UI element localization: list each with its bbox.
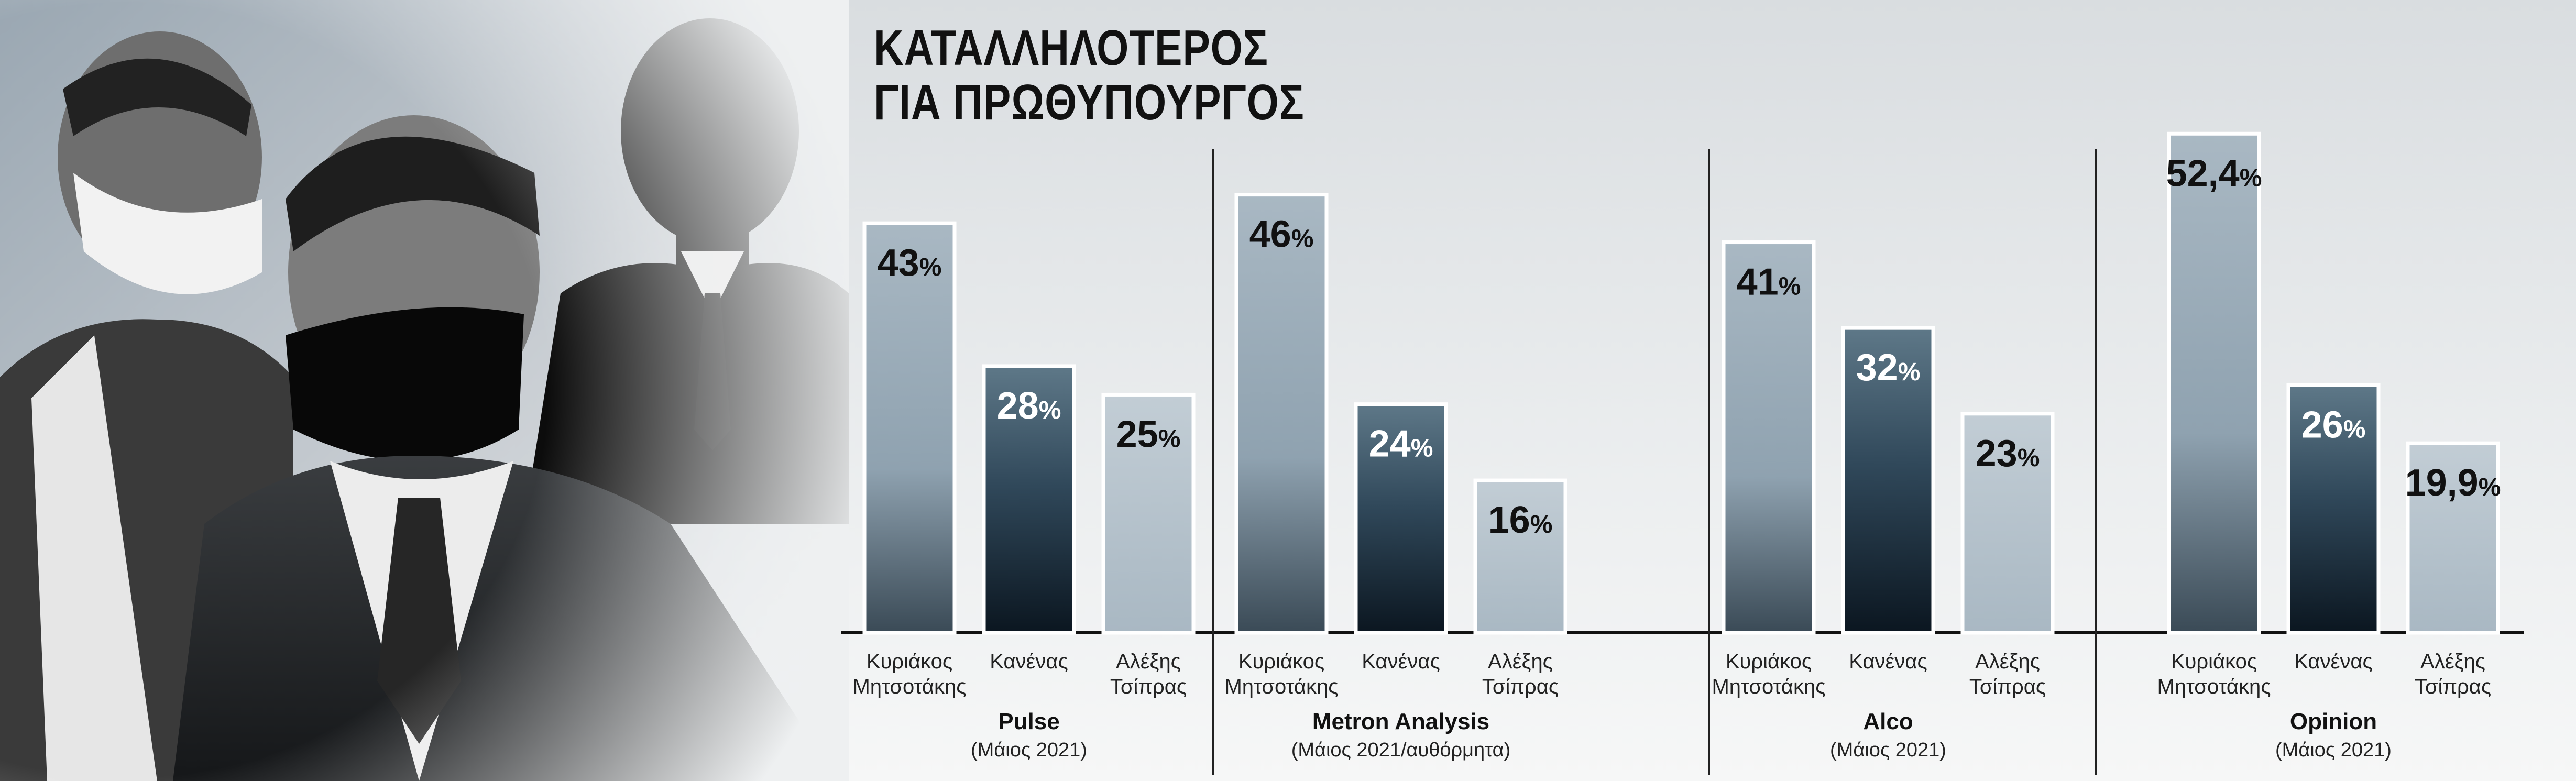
- chart-title: ΚΑΤΑΛΛΗΛΟΤΕΡΟΣ ΓΙΑ ΠΡΩΘΥΠΟΥΡΓΟΣ: [874, 21, 1305, 130]
- bar: [1960, 412, 2055, 635]
- category-label: Αλέξης: [1975, 650, 2040, 673]
- data-label: 43%: [878, 242, 942, 284]
- category-label: Κανένας: [1849, 650, 1927, 673]
- data-label-value: 26: [2301, 404, 2343, 446]
- data-label-unit: %: [919, 254, 942, 281]
- title-line-1: ΚΑΤΑΛΛΗΛΟΤΕΡΟΣ: [874, 20, 1268, 76]
- data-label-unit: %: [1779, 273, 1801, 301]
- category-label: Τσίπρας: [1110, 675, 1187, 698]
- data-label: 28%: [997, 385, 1061, 427]
- data-label-unit: %: [2479, 474, 2501, 501]
- data-label-value: 32: [1856, 347, 1898, 389]
- category-label: Κυριάκος: [867, 650, 952, 673]
- data-label-unit: %: [1530, 511, 1553, 538]
- poll-date: (Μάιος 2021): [971, 739, 1087, 761]
- poll-date: (Μάιος 2021): [1830, 739, 1946, 761]
- data-label-unit: %: [2240, 164, 2262, 192]
- category-label: Μητσοτάκης: [2157, 675, 2271, 698]
- category-label: Κυριάκος: [2171, 650, 2257, 673]
- category-label: Μητσοτάκης: [1224, 675, 1338, 698]
- data-label-value: 41: [1737, 261, 1779, 303]
- pollster-name: Pulse: [998, 709, 1059, 734]
- bar: [1722, 240, 1816, 635]
- poll-date: (Μάιος 2021): [2275, 739, 2392, 761]
- data-label-value: 24: [1369, 423, 1411, 465]
- bar: [2286, 383, 2381, 635]
- bar: [1101, 392, 1196, 635]
- data-label-value: 28: [997, 385, 1039, 427]
- data-label-value: 19,9: [2405, 462, 2479, 504]
- category-label: Τσίπρας: [1482, 675, 1559, 698]
- data-label: 46%: [1249, 214, 1314, 256]
- title-line-2: ΓΙΑ ΠΡΩΘΥΠΟΥΡΓΟΣ: [874, 74, 1305, 130]
- data-label: 26%: [2301, 404, 2366, 446]
- data-label-value: 23: [1976, 433, 2018, 475]
- bar: [1234, 193, 1329, 635]
- data-label-value: 46: [1249, 214, 1291, 256]
- data-label-unit: %: [1158, 425, 1181, 453]
- category-label: Αλέξης: [1488, 650, 1553, 673]
- category-label: Κανένας: [1362, 650, 1440, 673]
- data-label-unit: %: [1411, 435, 1433, 463]
- data-label-value: 16: [1488, 499, 1530, 541]
- data-label: 32%: [1856, 347, 1921, 389]
- category-label: Τσίπρας: [2415, 675, 2491, 698]
- politicians-photo: [0, 0, 849, 781]
- data-label-unit: %: [1291, 225, 1314, 253]
- category-label: Τσίπρας: [1969, 675, 2046, 698]
- category-label: Αλέξης: [2420, 650, 2485, 673]
- category-label: Μητσοτάκης: [852, 675, 966, 698]
- category-label: Κανένας: [2294, 650, 2373, 673]
- data-label: 16%: [1488, 499, 1553, 541]
- bar: [1354, 402, 1448, 635]
- data-label-value: 25: [1116, 413, 1158, 455]
- data-label: 25%: [1116, 413, 1181, 455]
- data-label: 24%: [1369, 423, 1433, 465]
- category-label: Κυριάκος: [1238, 650, 1324, 673]
- pollster-name: Alco: [1863, 709, 1913, 734]
- bar: [1473, 478, 1567, 635]
- data-label-unit: %: [1039, 397, 1061, 424]
- poll-date: (Μάιος 2021/αυθόρμητα): [1291, 739, 1511, 761]
- bar: [2406, 441, 2500, 635]
- data-label-unit: %: [2018, 444, 2040, 472]
- data-label: 19,9%: [2405, 462, 2501, 504]
- bar: [982, 364, 1076, 635]
- bar: [862, 221, 957, 635]
- pollster-name: Opinion: [2290, 709, 2377, 734]
- category-label: Αλέξης: [1116, 650, 1181, 673]
- data-label: 23%: [1976, 433, 2040, 475]
- data-label-value: 43: [878, 242, 919, 284]
- data-label-value: 52,4: [2166, 152, 2240, 194]
- bar: [1841, 326, 1935, 635]
- data-label: 41%: [1737, 261, 1801, 303]
- bar: [2167, 131, 2261, 635]
- pollster-name: Metron Analysis: [1312, 709, 1489, 734]
- category-label: Μητσοτάκης: [1712, 675, 1825, 698]
- data-label: 52,4%: [2166, 152, 2262, 194]
- category-label: Κυριάκος: [1726, 650, 1812, 673]
- data-label-unit: %: [2343, 415, 2366, 443]
- data-label-unit: %: [1898, 358, 1921, 386]
- category-label: Κανένας: [990, 650, 1068, 673]
